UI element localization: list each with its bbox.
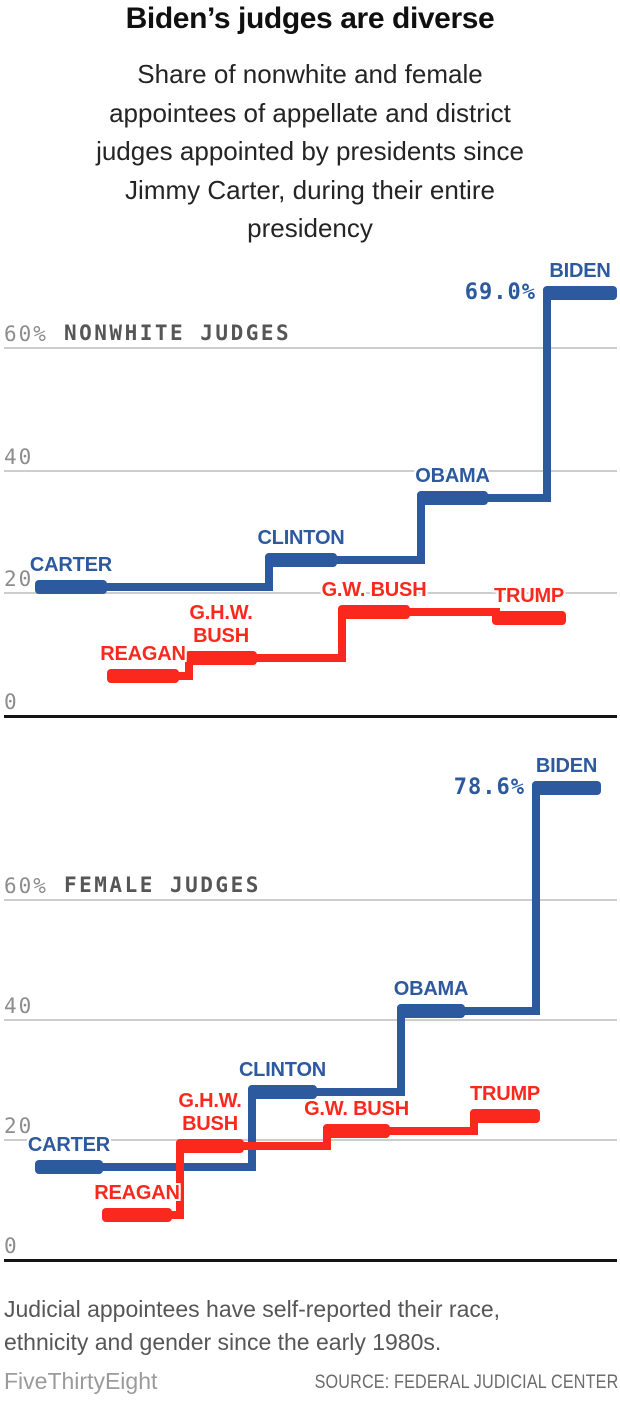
bar-obama: [397, 1004, 465, 1018]
tick-label-40: 40: [4, 994, 34, 1018]
gridline-20: [4, 592, 617, 595]
bar-carter: [35, 1160, 103, 1174]
gridline-40: [4, 1019, 617, 1021]
nonwhite-judges-chart: 60% 40 20 0 NONWHITE JUDGES CARTER REAGAN G.H.W…: [0, 258, 620, 722]
connector-g-w-bush-trump-h: [388, 1127, 478, 1135]
pres-label-reagan: REAGAN: [100, 643, 186, 666]
tick-label-60: 60%: [4, 322, 48, 347]
bar-carter: [35, 580, 107, 595]
x-axis-line: [4, 1259, 617, 1262]
bar-clinton: [265, 552, 337, 567]
pres-label-g-h-w-bush: G.H.W. BUSH: [189, 601, 253, 647]
connector-obama-biden-h: [486, 494, 551, 503]
connector-carter-clinton-v: [248, 1088, 256, 1171]
brand-credit: FiveThirtyEight: [4, 1368, 158, 1394]
connector-g-w-bush-trump-h: [408, 607, 500, 616]
pres-label-biden: BIDEN: [535, 755, 598, 778]
pres-label-trump: TRUMP: [469, 1083, 541, 1105]
bar-g-w-bush: [338, 604, 410, 619]
pres-label-g-w-bush: G.W. BUSH: [304, 1098, 409, 1120]
connector-reagan-g-h-w-bush-v: [185, 653, 193, 681]
connector-reagan-g-h-w-bush-v: [176, 1142, 184, 1219]
section-label-female-judges: FEMALE JUDGES: [64, 873, 261, 897]
chart-subtitle: Share of nonwhite and female appointees …: [96, 59, 524, 243]
connector-obama-biden-v: [532, 784, 540, 1015]
connector-clinton-obama-v: [417, 494, 425, 564]
pres-label-trump: TRUMP: [493, 584, 565, 607]
source-credit: SOURCE: FEDERAL JUDICIAL CENTER: [314, 1372, 618, 1393]
x-axis-line: [4, 715, 617, 718]
tick-label-0: 0: [4, 690, 19, 714]
connector-g-h-w-bush-g-w-bush-v: [338, 607, 346, 662]
tick-label-60: 60%: [4, 874, 48, 898]
tick-label-20: 20: [4, 567, 34, 592]
pres-label-obama: OBAMA: [415, 465, 490, 488]
connector-g-w-bush-trump-v: [470, 1112, 478, 1135]
connector-obama-biden-h: [463, 1007, 540, 1015]
tick-label-20: 20: [4, 1114, 34, 1138]
gridline-20: [4, 1139, 617, 1141]
pres-label-obama: OBAMA: [393, 978, 469, 1000]
pres-label-carter: CARTER: [27, 1134, 111, 1156]
chart-title: Biden’s judges are diverse: [125, 2, 495, 35]
connector-g-h-w-bush-g-w-bush-v: [323, 1127, 331, 1150]
bar-reagan: [102, 1208, 172, 1222]
bar-biden: [543, 286, 617, 301]
pres-label-biden: BIDEN: [549, 260, 611, 283]
pres-label-g-w-bush: G.W. BUSH: [321, 578, 427, 601]
connector-carter-clinton-v: [265, 555, 273, 592]
gridline-60: [4, 899, 617, 901]
pres-label-clinton: CLINTON: [238, 1059, 327, 1081]
tick-label-0: 0: [4, 1234, 19, 1258]
bar-obama: [417, 491, 488, 506]
connector-clinton-obama-h: [335, 555, 425, 564]
pres-label-reagan: REAGAN: [94, 1182, 180, 1204]
pres-label-g-h-w-bush: G.H.W. BUSH: [178, 1090, 242, 1135]
value-label-biden: 78.6%: [453, 775, 525, 801]
connector-obama-biden-v: [543, 289, 551, 503]
gridline-60: [4, 347, 617, 350]
pres-label-clinton: CLINTON: [257, 526, 345, 549]
bar-g-h-w-bush: [185, 650, 257, 665]
bar-clinton: [248, 1085, 317, 1099]
connector-clinton-obama-h: [315, 1088, 405, 1096]
gridline-40: [4, 469, 617, 472]
connector-g-h-w-bush-g-w-bush-h: [242, 1142, 331, 1150]
bar-g-w-bush: [323, 1124, 390, 1138]
value-label-biden: 69.0%: [464, 280, 536, 306]
bar-reagan: [107, 669, 179, 684]
bar-g-h-w-bush: [176, 1139, 244, 1153]
connector-carter-clinton-h: [105, 583, 273, 592]
bar-biden: [532, 781, 601, 796]
footnote: Judicial appointees have self-reported t…: [4, 1296, 501, 1355]
female-judges-chart: 60% 40 20 0 FEMALE JUDGES CARTER REAGAN G.H.W. …: [0, 750, 620, 1266]
pres-label-carter: CARTER: [29, 554, 113, 577]
connector-clinton-obama-v: [397, 1007, 405, 1096]
bar-trump: [470, 1109, 540, 1123]
connector-g-h-w-bush-g-w-bush-h: [255, 653, 346, 662]
bar-trump: [492, 610, 566, 625]
tick-label-40: 40: [4, 444, 34, 469]
section-label-nonwhite-judges: NONWHITE JUDGES: [64, 321, 292, 346]
